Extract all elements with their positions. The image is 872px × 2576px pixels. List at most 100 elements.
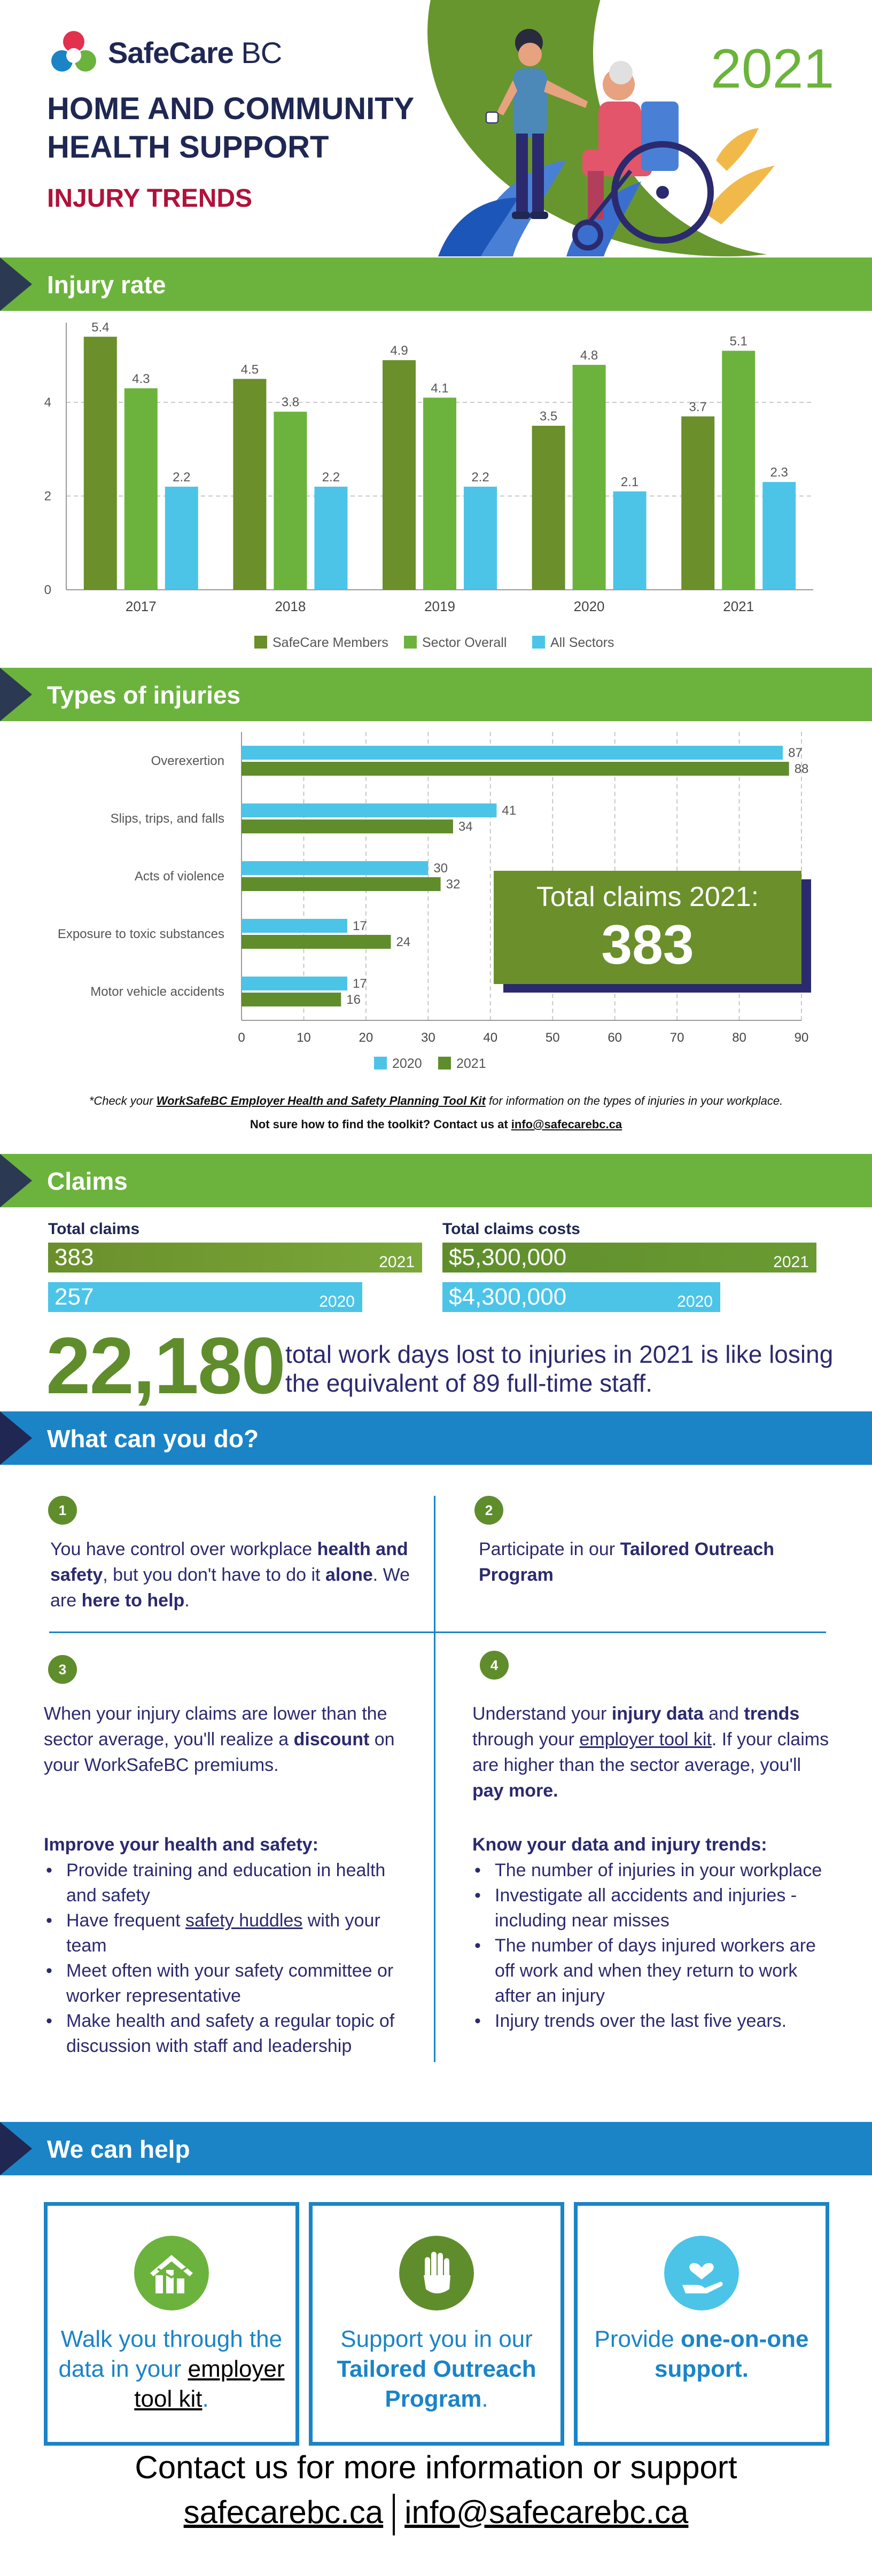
bar bbox=[242, 861, 429, 875]
chevron-icon bbox=[0, 1154, 32, 1207]
y-tick-label: 4 bbox=[44, 395, 51, 410]
employer-tool-kit-link[interactable]: employer tool kit bbox=[579, 1729, 712, 1750]
legend-swatch bbox=[438, 1057, 451, 1070]
header: 2021 bbox=[0, 0, 872, 256]
bar bbox=[314, 487, 348, 590]
x-tick-label: 0 bbox=[238, 1031, 245, 1045]
legend-swatch bbox=[254, 636, 267, 649]
year-label: 2020 bbox=[319, 1293, 355, 1310]
bar bbox=[242, 993, 341, 1006]
employer-tool-kit-link[interactable]: employer tool kit bbox=[134, 2356, 285, 2412]
help-box-support: Provide one-on-one support. bbox=[574, 2202, 829, 2446]
y-tick-label: Acts of violence bbox=[135, 869, 224, 884]
note-text: *Check your bbox=[89, 1094, 157, 1107]
help-text-toolkit: Walk you through the data in your employ… bbox=[58, 2326, 285, 2412]
bar bbox=[423, 397, 456, 590]
days-lost-text: total work days lost to injuries in 2021… bbox=[285, 1340, 834, 1397]
chevron-icon bbox=[0, 257, 32, 311]
days-lost-number: 22,180 bbox=[46, 1321, 286, 1410]
email-link[interactable]: info@safecarebc.ca bbox=[404, 2494, 689, 2530]
section-title: We can help bbox=[47, 2135, 190, 2163]
x-tick-label: 2020 bbox=[574, 598, 605, 614]
data-label: 88 bbox=[795, 762, 809, 776]
total-claims-label: Total claims 2021: bbox=[536, 881, 759, 912]
note-text: Not sure how to find the toolkit? Contac… bbox=[250, 1118, 511, 1131]
bar bbox=[233, 379, 267, 590]
x-tick-label: 90 bbox=[795, 1031, 809, 1045]
legend-label: SafeCare Members bbox=[272, 635, 388, 650]
hand-raised-icon bbox=[399, 2236, 474, 2310]
year-label: 2020 bbox=[677, 1293, 713, 1310]
step-1-badge: 1 bbox=[48, 1496, 77, 1525]
section-title: Injury rate bbox=[47, 271, 166, 299]
data-label: 4.3 bbox=[132, 372, 150, 386]
bar bbox=[383, 360, 416, 590]
x-tick-label: 2018 bbox=[275, 598, 306, 614]
data-label: 2.2 bbox=[471, 470, 489, 485]
know-heading: Know your data and injury trends: bbox=[472, 1835, 767, 1855]
help-text-outreach: Support you in our Tailored Outreach Pro… bbox=[337, 2326, 536, 2412]
bar bbox=[572, 364, 606, 590]
separator bbox=[393, 2494, 395, 2536]
improve-heading: Improve your health and safety: bbox=[44, 1835, 318, 1855]
safety-huddles-link[interactable]: safety huddles bbox=[185, 1910, 303, 1931]
section-title: Claims bbox=[47, 1167, 128, 1195]
cost-2020-value: $4,300,000 bbox=[449, 1284, 567, 1310]
bar bbox=[762, 482, 796, 590]
step-1-text: You have control over workplace health a… bbox=[50, 1539, 410, 1611]
step-3-badge: 3 bbox=[48, 1655, 77, 1684]
x-tick-label: 50 bbox=[546, 1031, 560, 1045]
bar bbox=[532, 425, 565, 590]
legend-swatch bbox=[404, 636, 417, 649]
bar bbox=[165, 487, 198, 590]
bar bbox=[242, 977, 347, 990]
bar bbox=[722, 350, 756, 590]
toolkit-link[interactable]: WorkSafeBC Employer Health and Safety Pl… bbox=[156, 1094, 486, 1107]
list-item: The number of injuries in your workplace bbox=[472, 1858, 836, 1883]
page-title: HOME AND COMMUNITY HEALTH SUPPORT bbox=[47, 91, 414, 165]
horizontal-divider bbox=[49, 1632, 826, 1633]
note-text: for information on the types of injuries… bbox=[485, 1094, 783, 1107]
bar bbox=[613, 491, 647, 590]
email-link[interactable]: info@safecarebc.ca bbox=[511, 1118, 622, 1131]
report-year: 2021 bbox=[711, 38, 835, 100]
claims-2020-value: 257 bbox=[54, 1284, 94, 1310]
bar bbox=[242, 819, 453, 833]
know-list: The number of injuries in your workplace… bbox=[472, 1858, 836, 2034]
data-label: 87 bbox=[788, 746, 803, 760]
vertical-divider bbox=[434, 1496, 435, 2062]
data-label: 2.2 bbox=[322, 470, 340, 485]
x-tick-label: 30 bbox=[421, 1031, 435, 1045]
data-label: 4.8 bbox=[580, 348, 598, 363]
bar bbox=[124, 388, 158, 590]
contact-links: safecarebc.ca info@safecarebc.ca bbox=[0, 2494, 872, 2536]
data-label: 34 bbox=[458, 819, 473, 834]
total-claims-box bbox=[494, 871, 801, 984]
x-tick-label: 40 bbox=[483, 1031, 497, 1045]
year-label: 2021 bbox=[773, 1253, 809, 1271]
data-label: 16 bbox=[346, 993, 361, 1007]
chart-house-icon bbox=[134, 2236, 209, 2310]
injury-types-chart: 0 10 20 30 40 50 60 70 80 90 Overexertion 87 88 Slips… bbox=[0, 721, 872, 1084]
legend-label: 2021 bbox=[456, 1056, 486, 1071]
section-we-can-help: We can help bbox=[0, 2122, 872, 2175]
section-title: What can you do? bbox=[47, 1425, 259, 1453]
x-tick-label: 2019 bbox=[424, 598, 455, 614]
data-label: 3.8 bbox=[282, 395, 299, 410]
data-label: 2.3 bbox=[770, 465, 788, 480]
data-label: 5.1 bbox=[730, 334, 748, 349]
list-item: The number of days injured workers are o… bbox=[472, 1933, 836, 2009]
contact-note: Not sure how to find the toolkit? Contac… bbox=[0, 1118, 872, 1131]
bar bbox=[681, 416, 715, 590]
y-tick-label: Exposure to toxic substances bbox=[58, 927, 224, 941]
bar bbox=[464, 487, 497, 590]
cost-2021-value: $5,300,000 bbox=[449, 1244, 567, 1270]
bar bbox=[242, 746, 783, 760]
y-tick-label: Overexertion bbox=[151, 754, 224, 768]
claims-2021-value: 383 bbox=[54, 1244, 94, 1270]
x-tick-label: 2017 bbox=[126, 598, 157, 614]
section-types-of-injuries: Types of injuries bbox=[0, 668, 872, 721]
bar bbox=[274, 411, 307, 590]
website-link[interactable]: safecarebc.ca bbox=[183, 2494, 384, 2530]
injury-types-svg: 0 10 20 30 40 50 60 70 80 90 Overexertion 87 88 Slips… bbox=[58, 732, 811, 1071]
